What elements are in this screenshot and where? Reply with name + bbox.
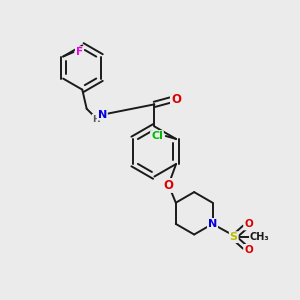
Text: O: O — [171, 93, 181, 106]
Text: H: H — [93, 115, 100, 124]
Text: CH₃: CH₃ — [250, 232, 269, 242]
Text: O: O — [164, 179, 174, 192]
Text: O: O — [244, 220, 253, 230]
Text: O: O — [244, 245, 253, 255]
Text: Cl: Cl — [151, 131, 163, 141]
Text: N: N — [98, 110, 107, 120]
Text: N: N — [208, 219, 217, 229]
Text: S: S — [230, 232, 238, 242]
Text: F: F — [76, 47, 83, 57]
